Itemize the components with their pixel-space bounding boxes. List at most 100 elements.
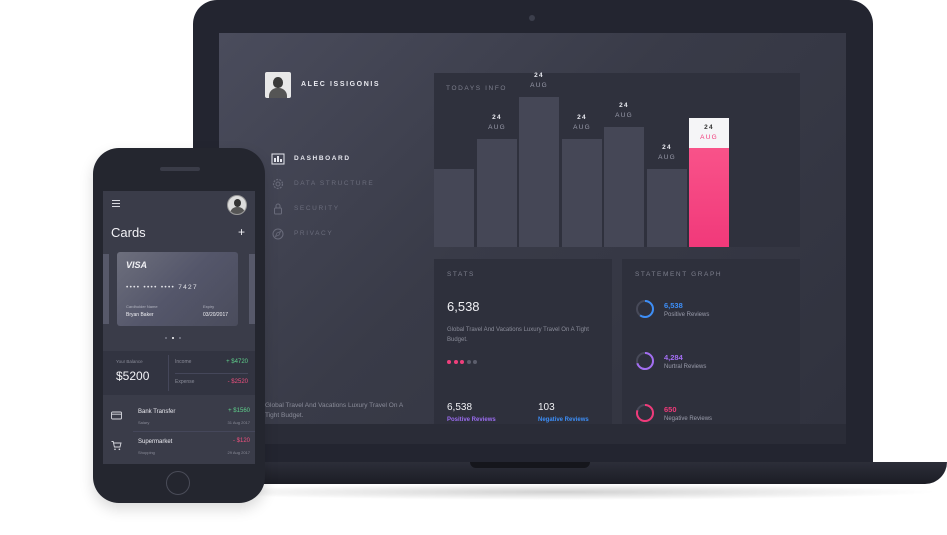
transaction-amount: + $1560	[228, 408, 250, 414]
statement-item: 4,284 Nurtral Reviews	[635, 351, 706, 371]
positive-label: Positive Reviews	[447, 417, 496, 423]
add-card-button[interactable]: +	[238, 225, 246, 239]
gear-icon	[272, 178, 284, 189]
statement-value: 6,538	[664, 300, 683, 310]
laptop-notch	[470, 462, 590, 468]
divider	[168, 355, 169, 391]
progress-ring	[636, 300, 654, 318]
positive-stat: 6,538 Positive Reviews	[447, 402, 496, 423]
positive-value: 6,538	[447, 402, 473, 413]
card-number: •••• •••• •••• 7427	[126, 284, 198, 291]
bar-label: 24 AUG	[530, 72, 548, 89]
transaction-name: Bank Transfer	[138, 409, 176, 415]
stats-value: 6,538	[447, 299, 480, 314]
dashboard-icon	[271, 153, 285, 164]
cards-screen: Cards + VISA •••• •••• •••• 7427 Cardhol…	[103, 191, 255, 464]
expiry-label: Expiry	[203, 304, 215, 309]
divider	[133, 431, 255, 432]
stats-panel: STATS 6,538 Global Travel And Vacations …	[434, 259, 612, 424]
bar-label: 24 AUG	[615, 102, 633, 119]
page-title: Cards	[111, 225, 146, 240]
bar-label: 24 AUG	[488, 114, 506, 131]
statement-value: 4,284	[664, 352, 683, 362]
footer-text: Global Travel And Vacations Luxury Trave…	[265, 402, 403, 419]
hamburger-menu-icon[interactable]	[112, 200, 120, 209]
webcam	[529, 15, 535, 21]
transaction-amount: - $120	[232, 438, 250, 444]
laptop-shadow	[180, 484, 940, 500]
panel-title: STATS	[447, 271, 475, 278]
sidebar-item-data-structure[interactable]: DATA STRUCTURE	[271, 171, 374, 196]
stats-description: Global Travel And Vacations Luxury Trave…	[447, 327, 589, 343]
next-card-peek[interactable]	[249, 254, 255, 324]
expense-label: Expense	[175, 379, 195, 385]
laptop-base	[150, 462, 947, 484]
credit-card[interactable]: VISA •••• •••• •••• 7427 Cardholder Name…	[117, 252, 238, 326]
card-pager[interactable]	[165, 337, 186, 339]
pagination-dots[interactable]	[447, 360, 480, 364]
cardholder-name: Bryan Baker	[126, 312, 154, 318]
balance-label: Your Balance	[116, 359, 143, 364]
income-row: Income + $4720	[175, 359, 248, 365]
income-value: + $4720	[226, 359, 248, 365]
chart-bar[interactable]	[604, 127, 644, 247]
bar-chart: 24 AUG 24 AUG 24 AUG 24 AUG 24 AUG 24 AUG	[434, 72, 800, 247]
laptop-bezel	[219, 424, 846, 444]
phone-speaker	[160, 167, 200, 171]
list-item[interactable]: Bank Transfer Salary + $1560 31 Aug 2017	[103, 401, 255, 431]
statement-graph-panel: STATEMENT GRAPH 6,538 Positive Reviews 4,2…	[622, 259, 800, 424]
sidebar-item-label: DASHBOARD	[294, 155, 351, 162]
cart-icon	[111, 441, 122, 451]
bar-label: 24 AUG	[573, 114, 591, 131]
transaction-date: 31 Aug 2017	[227, 420, 250, 425]
expense-value: - $2520	[227, 379, 248, 385]
home-button[interactable]	[166, 471, 190, 495]
list-item[interactable]: Supermarket Shopping - $120 29 Aug 2017	[103, 431, 255, 461]
statement-value: 650	[664, 404, 677, 414]
chart-bar[interactable]	[477, 139, 517, 247]
expiry-date: 03/20/2017	[203, 312, 229, 318]
divider	[175, 373, 248, 374]
sidebar-item-security[interactable]: SECURITY	[271, 196, 374, 221]
transaction-category: Salary	[138, 420, 150, 425]
avatar[interactable]	[265, 72, 291, 98]
panel-title: TODAYS INFO	[446, 85, 508, 92]
profile-name: ALEC ISSIGONIS	[301, 81, 381, 88]
transaction-date: 29 Aug 2017	[227, 450, 250, 455]
statement-item: 6,538 Positive Reviews	[635, 299, 709, 319]
sidebar-nav: DASHBOARD DATA STRUCTURE SECURITY	[271, 146, 374, 246]
bar-label: 24 AUG	[689, 118, 729, 148]
sidebar-item-label: DATA STRUCTURE	[294, 180, 375, 187]
progress-ring	[636, 404, 654, 422]
lock-icon	[274, 203, 282, 214]
income-label: Income	[175, 359, 192, 365]
statement-label: Nurtral Reviews	[664, 363, 707, 370]
sidebar-item-label: SECURITY	[294, 205, 340, 212]
chart-bar[interactable]	[562, 139, 602, 247]
bar-label: 24 AUG	[658, 144, 676, 161]
negative-label: Negative Reviews	[538, 417, 589, 423]
sidebar-item-dashboard[interactable]: DASHBOARD	[271, 146, 374, 171]
statement-label: Negative Reviews	[664, 415, 713, 422]
avatar[interactable]	[227, 195, 247, 215]
chart-bar[interactable]	[647, 169, 687, 247]
compass-icon	[272, 228, 284, 239]
transaction-category: Shopping	[138, 450, 155, 455]
prev-card-peek[interactable]	[103, 254, 109, 324]
sidebar-item-privacy[interactable]: PRIVACY	[271, 221, 374, 246]
statement-item: 650 Negative Reviews	[635, 403, 712, 423]
negative-stat: 103 Negative Reviews	[538, 402, 589, 423]
expense-row: Expense - $2520	[175, 379, 248, 385]
negative-value: 103	[538, 402, 555, 413]
card-icon	[111, 411, 122, 420]
sidebar-item-label: PRIVACY	[294, 230, 334, 237]
chart-bar[interactable]	[434, 169, 474, 247]
dashboard-screen: ALEC ISSIGONIS DASHBOARD DATA STRUCTURE	[219, 33, 846, 424]
cardholder-label: Cardholder Name	[126, 304, 158, 309]
statement-label: Positive Reviews	[664, 311, 710, 318]
chart-bar[interactable]	[519, 97, 559, 247]
visa-logo: VISA	[126, 260, 148, 270]
panel-title: STATEMENT GRAPH	[635, 271, 723, 278]
transaction-name: Supermarket	[138, 439, 173, 445]
